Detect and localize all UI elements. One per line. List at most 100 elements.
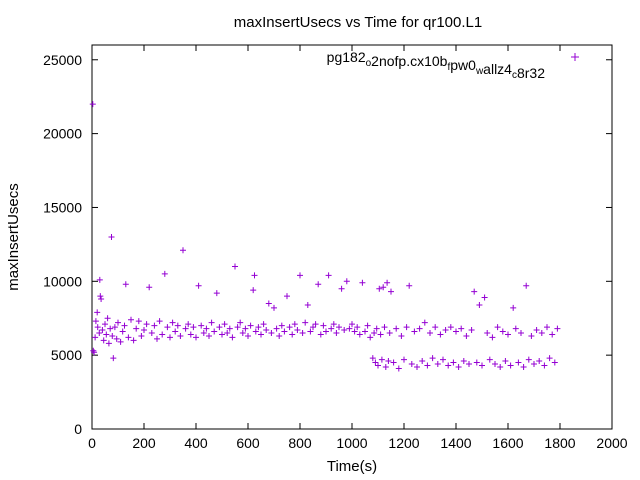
x-axis-label: Time(s) <box>327 458 377 475</box>
data-point <box>90 347 97 354</box>
data-point <box>159 331 166 338</box>
data-point <box>414 363 420 370</box>
data-point <box>447 324 454 331</box>
data-point <box>364 322 371 329</box>
data-point <box>125 334 132 341</box>
data-point <box>343 278 350 285</box>
data-point <box>110 355 117 362</box>
data-point <box>381 324 388 331</box>
data-point <box>359 279 366 286</box>
data-point <box>104 315 111 322</box>
data-point <box>386 330 393 336</box>
data-point <box>122 281 129 288</box>
data-point <box>375 362 381 369</box>
data-points <box>89 101 561 372</box>
data-point <box>315 281 322 288</box>
data-point <box>434 361 441 368</box>
x-tick-label: 1800 <box>544 435 575 451</box>
data-point <box>107 325 114 332</box>
data-point <box>167 334 173 341</box>
data-point <box>453 328 459 335</box>
data-point <box>512 325 519 332</box>
data-point <box>354 324 361 331</box>
data-point <box>463 332 470 339</box>
data-point <box>96 330 103 336</box>
data-point <box>325 272 332 279</box>
data-point <box>291 321 298 328</box>
data-point <box>263 327 270 334</box>
data-point <box>507 362 514 369</box>
data-point <box>113 335 120 342</box>
legend: pg182o2nofp.cx10bfpw0wallz4c8r32 <box>327 49 579 81</box>
data-point <box>94 324 101 331</box>
data-point <box>135 318 142 325</box>
data-point <box>356 331 363 338</box>
data-point <box>169 319 176 326</box>
data-point <box>111 324 118 331</box>
data-point <box>411 328 418 335</box>
data-point <box>336 324 342 331</box>
data-point <box>161 270 168 277</box>
data-point <box>373 325 380 332</box>
data-point <box>190 324 197 331</box>
data-point <box>492 361 498 368</box>
data-point <box>278 322 285 329</box>
data-point <box>502 358 509 365</box>
data-point <box>232 263 238 270</box>
data-point <box>289 331 296 338</box>
data-point <box>385 358 392 365</box>
data-point <box>302 319 309 326</box>
data-point <box>103 331 110 338</box>
data-point <box>121 322 128 329</box>
x-tick-label: 1400 <box>440 435 471 451</box>
data-point <box>185 321 192 328</box>
y-axis-label: maxInsertUsecs <box>5 183 22 291</box>
data-point <box>523 282 530 289</box>
data-point <box>98 296 105 303</box>
y-tick-label: 15000 <box>43 199 82 215</box>
data-point <box>531 361 537 368</box>
x-tick-label: 400 <box>184 435 208 451</box>
data-point <box>362 328 368 335</box>
data-point <box>102 321 108 328</box>
data-point <box>541 362 548 369</box>
data-point <box>424 362 431 369</box>
data-point <box>260 321 267 328</box>
data-point <box>268 330 275 336</box>
data-point <box>546 355 553 362</box>
data-point <box>251 272 258 279</box>
data-point <box>520 363 527 370</box>
data-point <box>100 337 107 344</box>
data-point <box>146 284 153 291</box>
data-point <box>273 325 280 332</box>
legend-marker <box>571 53 579 61</box>
data-point <box>346 325 353 332</box>
data-point <box>154 335 160 342</box>
data-point <box>312 321 319 328</box>
data-point <box>182 325 189 332</box>
data-point <box>221 321 228 328</box>
data-point <box>349 321 355 328</box>
data-point <box>481 294 488 301</box>
data-point <box>471 288 478 295</box>
data-point <box>239 330 246 336</box>
data-point <box>219 331 225 338</box>
data-point <box>384 279 391 286</box>
data-point <box>265 300 272 307</box>
data-point <box>333 330 340 336</box>
data-point <box>299 330 306 336</box>
legend-label: pg182o2nofp.cx10bfpw0wallz4c8r32 <box>327 49 546 81</box>
data-point <box>505 331 511 338</box>
data-point <box>551 359 558 366</box>
data-point <box>442 327 449 334</box>
axis-ticks: 0 200 400 600 800 1000 1200 1400 1600 1800 2000050… <box>43 45 628 451</box>
data-point <box>130 337 137 344</box>
data-point <box>105 340 112 347</box>
data-point <box>284 293 290 300</box>
data-point <box>286 324 293 331</box>
data-point <box>466 361 472 368</box>
data-point <box>406 282 413 289</box>
data-point <box>499 328 506 335</box>
data-point <box>408 361 415 368</box>
data-point <box>174 322 181 329</box>
